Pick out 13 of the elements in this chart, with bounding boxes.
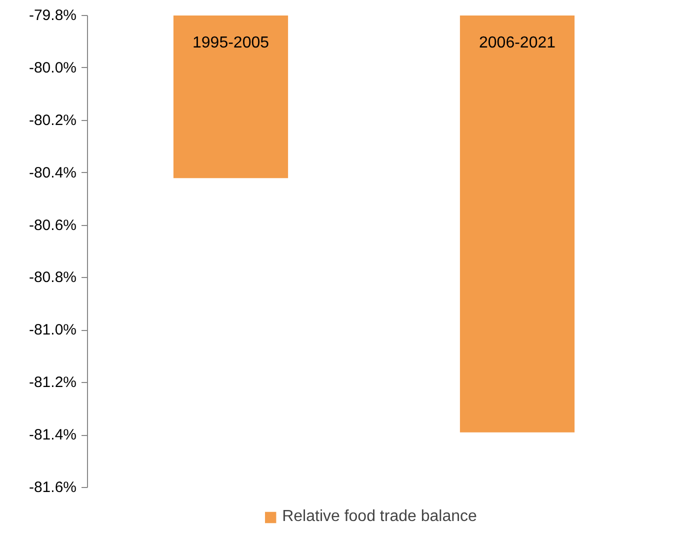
y-tick-label: -80.6% — [28, 216, 77, 234]
legend-label: Relative food trade balance — [282, 508, 477, 526]
y-tick-label: -81.6% — [28, 479, 77, 496]
y-tick-label: -80.2% — [28, 112, 77, 129]
y-tick-label: -80.4% — [28, 164, 77, 182]
x-tick-label: 2006-2021 — [478, 34, 556, 52]
y-tick-label: -79.8% — [28, 7, 77, 24]
y-tick-label: -81.2% — [28, 374, 77, 392]
y-tick-label: -81.4% — [28, 426, 77, 444]
y-tick-label: -81.0% — [28, 322, 77, 339]
y-tick-label: -80.0% — [28, 59, 77, 76]
x-tick-label: 1995-2005 — [192, 34, 270, 52]
y-tick-label: -80.8% — [28, 269, 77, 286]
